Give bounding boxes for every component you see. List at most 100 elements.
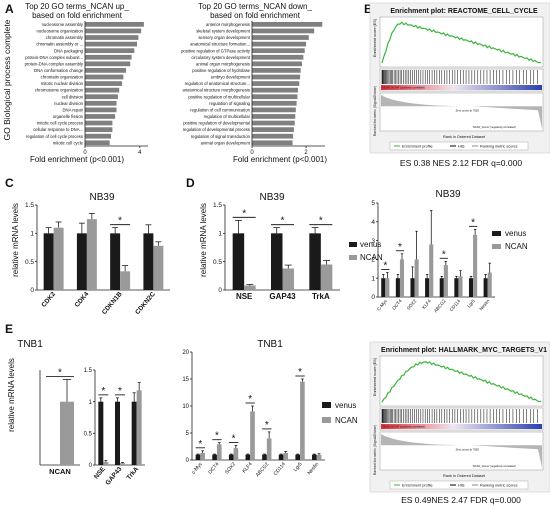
- category-label: SOX2: [224, 461, 237, 475]
- bar-venus: [131, 401, 137, 465]
- gsea-neg-label: 'NCAN_Venus' (negatively correlated): [472, 125, 516, 129]
- bar-venus: [76, 233, 87, 290]
- c-title: NB39: [89, 192, 114, 203]
- bar-venus: [395, 278, 400, 297]
- significance-star: *: [242, 208, 246, 219]
- y-tick-label: 0: [30, 287, 34, 294]
- e-legend-venus-label: venus: [335, 401, 356, 410]
- y-tick-label: 1: [89, 400, 93, 406]
- go-up-bar-chart: nucleosome assembly nucleosome organizati…: [25, 21, 148, 156]
- go-bar: [252, 133, 294, 139]
- d-right-legend-venus-swatch: [492, 231, 501, 236]
- go-bar: [85, 21, 144, 27]
- bar-venus: [454, 278, 459, 297]
- go-bar: [85, 94, 118, 100]
- go-term-label: cellular response to DNA...: [33, 127, 83, 132]
- go-term-label: positive regulation of multicellular: [188, 94, 250, 99]
- go-up-title-2: based on fold enrichment: [32, 11, 123, 20]
- bar-ncan: [200, 452, 205, 460]
- go-bar: [252, 127, 294, 132]
- bar-venus: [195, 454, 201, 460]
- go-term-label: DNA packaging: [54, 48, 84, 53]
- go-bar: [252, 74, 301, 80]
- bar-ncan: [473, 234, 478, 297]
- go-term-label: regulation of cell communication: [190, 107, 250, 112]
- gsea-title: Enrichment plot: REACTOME_CELL_CYCLE: [390, 8, 538, 15]
- go-term-label: regulation of multicellular: [204, 114, 251, 119]
- significance-star: *: [198, 439, 202, 450]
- gsea-legend-label: Ranking metric scores: [480, 484, 518, 488]
- go-down-title-1: Top 20 GO terms_NCAN down_: [198, 2, 312, 11]
- bar-ncan: [244, 285, 256, 290]
- bar-ncan: [60, 401, 74, 465]
- bar-venus: [228, 454, 234, 460]
- panel-e-letter: E: [5, 322, 13, 336]
- bar-ncan: [320, 264, 333, 290]
- go-term-label: anatomical structure formation...: [190, 42, 250, 47]
- go-term-label: protein-DNA complex assembly: [25, 61, 84, 66]
- bar-venus: [425, 278, 430, 297]
- significance-star: *: [471, 217, 475, 228]
- bar-venus: [245, 454, 251, 460]
- d-legend-venus-swatch: [349, 242, 357, 247]
- bar-ncan: [443, 265, 448, 297]
- gsea-es-area: [379, 355, 544, 407]
- go-term-label: mitotic cell cycle process: [37, 121, 83, 126]
- significance-star: *: [58, 368, 62, 379]
- significance-star: *: [281, 216, 285, 227]
- y-tick-label: 2: [371, 257, 375, 264]
- go-term-label: nucleosome assembly: [42, 22, 84, 27]
- d-legend-venus-label: venus: [360, 240, 381, 249]
- go-term-label: animal organ development: [201, 140, 251, 145]
- y-tick-label: 0: [186, 458, 190, 464]
- y-tick-label: 0.5: [213, 259, 222, 266]
- go-bar: [85, 127, 113, 132]
- go-bar: [85, 61, 131, 67]
- gsea-legend-label: Hits: [458, 145, 465, 149]
- significance-star: *: [319, 216, 323, 227]
- bar-venus: [439, 278, 444, 297]
- go-bar: [85, 114, 116, 119]
- gsea-enrichment-curve: [381, 361, 542, 403]
- go-down-xlabel: Fold enrichment (p<0.001): [233, 155, 327, 164]
- go-bar: [252, 48, 305, 54]
- e-title-left: TNB1: [17, 339, 43, 350]
- gsea-zero-cross-label: Zero cross at 7555: [456, 108, 480, 112]
- go-bar: [85, 74, 124, 80]
- bar-venus: [262, 454, 267, 460]
- go-term-label: mitotic nuclear division: [41, 81, 84, 86]
- go-term-label: anterior morphogenesis: [206, 22, 250, 27]
- y-tick-label: 5: [186, 431, 190, 437]
- category-label: NSE: [236, 292, 253, 301]
- go-bar: [85, 28, 142, 34]
- bar-ncan: [414, 259, 419, 297]
- category-label: OCT4: [391, 298, 403, 311]
- go-term-label: organelle fission: [53, 114, 84, 119]
- y-tick-label: 1.5: [213, 202, 222, 209]
- y-tick-label: 5: [371, 200, 375, 207]
- category-label: CD114: [273, 461, 288, 477]
- y-tick-label: 0: [371, 294, 375, 301]
- y-tick-label: 0.5: [84, 432, 93, 438]
- bar-ncan: [300, 381, 305, 460]
- gsea-legend-label: Enrichment profile: [402, 145, 433, 149]
- d-left-bar-chart: 0 0.5 1 1.5 NSE * GAP43 * TrkA *: [213, 202, 340, 301]
- go-term-label: DNA repair: [63, 107, 84, 112]
- gsea-ranking-gradient: [381, 424, 542, 429]
- gsea-es-ylabel: Enrichment score (ES): [373, 18, 377, 57]
- significance-star: *: [298, 367, 302, 378]
- category-label: NCAN: [49, 467, 71, 476]
- category-label: TrkA: [126, 466, 141, 482]
- go-bar: [85, 68, 127, 73]
- bar-venus: [278, 454, 284, 460]
- y-tick-label: 1.5: [25, 202, 34, 209]
- go-up-title-1: Top 20 GO terms_NCAN up_: [25, 2, 129, 11]
- e-right-title: TNB1: [257, 339, 283, 350]
- gsea-pos-label: 'NCAN_NCAM' (positively correlated): [382, 86, 425, 90]
- category-label: NSE: [93, 465, 107, 480]
- y-tick-label: 1: [218, 231, 222, 238]
- bar-ncan: [250, 411, 255, 460]
- panel-d-letter: D: [186, 176, 195, 190]
- d-right-legend-venus-label: venus: [505, 229, 526, 238]
- category-label: CDKN1B: [101, 291, 124, 316]
